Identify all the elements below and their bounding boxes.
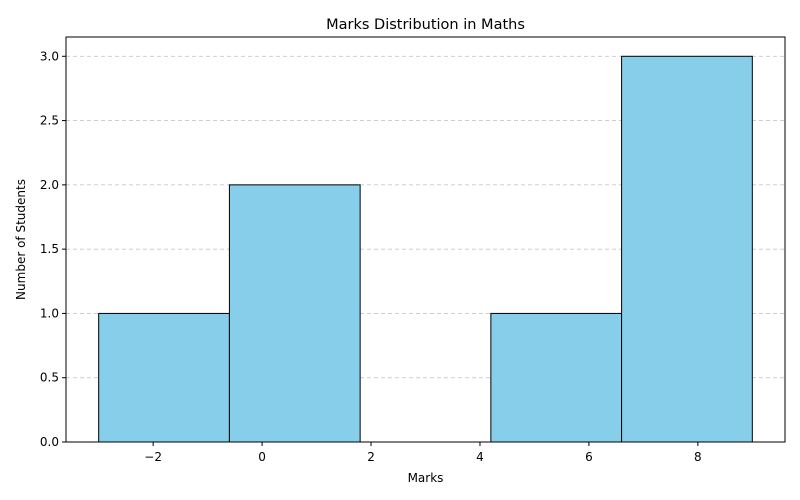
- histogram-bar: [490, 312, 623, 443]
- x-axis-label: Marks: [408, 471, 444, 485]
- y-tick-label: 3.0: [40, 49, 59, 63]
- x-tick-label: 8: [694, 450, 702, 464]
- y-axis-ticks: 0.0 0.5 1.0 1.5 2.0 2.5 3.0: [40, 49, 66, 449]
- y-tick-label: 2.5: [40, 114, 59, 128]
- x-tick-label: 0: [258, 450, 266, 464]
- y-tick-label: 1.0: [40, 306, 59, 320]
- x-axis-ticks: −2 0 2 4 6 8: [144, 442, 702, 464]
- histogram-bar: [621, 55, 753, 443]
- x-tick-label: −2: [144, 450, 162, 464]
- x-tick-label: 4: [476, 450, 484, 464]
- y-tick-label: 0.0: [40, 435, 59, 449]
- histogram-bar: [98, 312, 230, 443]
- y-tick-label: 1.5: [40, 242, 59, 256]
- chart-title: Marks Distribution in Maths: [326, 17, 525, 33]
- y-tick-label: 0.5: [40, 371, 59, 385]
- y-axis-label: Number of Students: [14, 179, 28, 300]
- x-tick-label: 6: [585, 450, 593, 464]
- histogram-bar: [228, 184, 361, 443]
- plot-frame: [65, 36, 786, 443]
- y-tick-label: 2.0: [40, 178, 59, 192]
- x-tick-label: 2: [367, 450, 375, 464]
